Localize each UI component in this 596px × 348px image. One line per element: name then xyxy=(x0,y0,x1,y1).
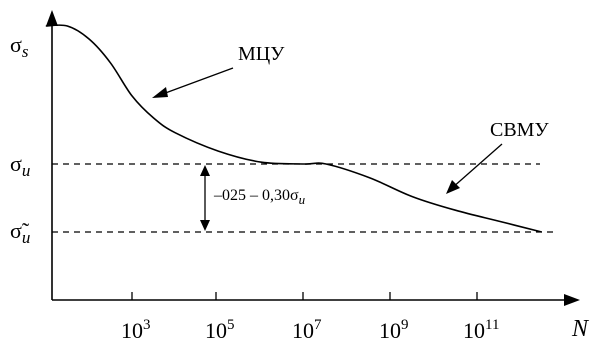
gap-annotation-sub: u xyxy=(299,192,306,207)
level-label-sigma-u-sub: u xyxy=(22,161,31,180)
x-tick-group-0: 103 xyxy=(121,292,151,343)
level-label-sigma-u-tilde-sub: u xyxy=(22,228,31,247)
x-tick-label-2-exp: 7 xyxy=(314,317,322,333)
x-tick-label-4-exp: 11 xyxy=(485,317,499,333)
y-axis-arrow xyxy=(46,10,58,26)
gap-annotation-text: –025 – 0,30σ xyxy=(213,187,299,204)
x-tick-label-1-exp: 5 xyxy=(227,317,235,333)
y-label-sigma-s: σs xyxy=(10,32,29,61)
x-tick-label-4: 1011 xyxy=(463,317,499,343)
x-tick-label-0-exp: 3 xyxy=(143,317,151,333)
region-arrow-mcu xyxy=(152,67,234,98)
x-tick-label-2: 107 xyxy=(292,317,322,343)
x-tick-label-1-base: 10 xyxy=(205,318,227,343)
y-label-sigma-s-sub: s xyxy=(22,42,29,61)
x-tick-label-3-exp: 9 xyxy=(401,317,409,333)
x-tick-label-0-base: 10 xyxy=(121,318,143,343)
gap-double-arrow xyxy=(200,165,210,231)
y-label-sigma-s-symbol: σ xyxy=(10,32,22,57)
x-tick-group-1: 105 xyxy=(205,292,235,343)
x-axis-label: N xyxy=(571,316,590,342)
x-tick-group-2: 107 xyxy=(292,292,322,343)
region-label-mcu: МЦУ xyxy=(238,43,285,65)
x-tick-label-1: 105 xyxy=(205,317,235,343)
x-tick-group-3: 109 xyxy=(379,292,409,343)
level-label-sigma-u-tilde: σ̃u xyxy=(10,218,30,247)
x-tick-label-3-base: 10 xyxy=(379,318,401,343)
gap-annotation: –025 – 0,30σu xyxy=(213,187,306,207)
x-tick-group-4: 1011 xyxy=(463,292,499,343)
x-tick-label-2-base: 10 xyxy=(292,318,314,343)
x-tick-label-3: 109 xyxy=(379,317,409,343)
x-axis-arrow xyxy=(564,294,580,306)
level-label-sigma-u-symbol: σ xyxy=(10,151,22,176)
sn-curve-series xyxy=(45,24,542,233)
region-label-svmu: СВМУ xyxy=(490,119,549,141)
x-tick-label-0: 103 xyxy=(121,317,151,343)
level-label-sigma-u: σu xyxy=(10,151,30,180)
x-tick-label-4-base: 10 xyxy=(463,318,485,343)
region-arrow-svmu xyxy=(446,143,503,194)
